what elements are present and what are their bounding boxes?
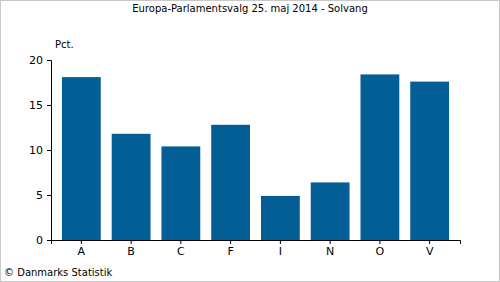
x-tick: O — [376, 240, 385, 258]
y-tick-label: 5 — [36, 189, 43, 202]
x-tick-mark — [330, 240, 331, 244]
x-tick-label: A — [78, 245, 86, 258]
x-tick: F — [227, 240, 233, 258]
y-tick: 5 — [36, 189, 51, 202]
x-tick: A — [78, 240, 86, 258]
bar — [62, 77, 101, 240]
x-tick: I — [279, 240, 282, 258]
bar — [360, 74, 399, 240]
y-tick: 15 — [29, 99, 51, 112]
title: Europa-Parlamentsvalg 25. maj 2014 - Sol… — [132, 3, 368, 14]
bar — [112, 134, 151, 240]
y-tick: 20 — [29, 54, 51, 67]
bar — [161, 146, 200, 240]
y-label: Pct. — [55, 39, 74, 50]
y-tick-label: 20 — [29, 54, 43, 67]
y-tick-mark — [47, 240, 51, 241]
bar — [311, 182, 350, 240]
y-tick-label: 0 — [36, 234, 43, 247]
bars — [62, 74, 449, 240]
bar — [410, 82, 449, 240]
y-axis-line — [47, 61, 52, 241]
bar — [211, 125, 250, 240]
x-tick-label: B — [127, 245, 135, 258]
x-tick-mark — [280, 240, 281, 244]
x-tick: C — [177, 240, 185, 258]
x-axis-line — [52, 241, 461, 245]
y-tick-mark — [47, 60, 51, 61]
y-tick-label: 15 — [29, 99, 43, 112]
x-axis: ABCFINOV — [52, 240, 461, 258]
x-tick-mark — [230, 240, 231, 244]
x-tick-mark — [429, 240, 430, 244]
x-tick-label: O — [376, 245, 385, 258]
chart: Europa-Parlamentsvalg 25. maj 2014 - Sol… — [0, 0, 500, 282]
annotations: © Danmarks Statistik — [4, 267, 113, 278]
x-tick: V — [426, 240, 434, 258]
bar — [261, 196, 300, 240]
x-tick-label: I — [279, 245, 282, 258]
x-tick-label: C — [177, 245, 185, 258]
x-tick: B — [127, 240, 135, 258]
x-tick-label: F — [227, 245, 233, 258]
x-tick: N — [326, 240, 334, 258]
source-note: © Danmarks Statistik — [4, 267, 113, 278]
y-tick: 0 — [36, 234, 51, 247]
y-axis: 0 5 10 15 20 — [29, 54, 52, 247]
x-tick-label: V — [426, 245, 434, 258]
x-tick-mark — [180, 240, 181, 244]
frame — [1, 1, 500, 282]
y-tick-label: 10 — [29, 144, 43, 157]
x-tick-mark — [379, 240, 380, 244]
y-tick-mark — [47, 150, 51, 151]
x-tick-mark — [81, 240, 82, 244]
x-tick-mark — [131, 240, 132, 244]
y-tick-mark — [47, 195, 51, 196]
y-tick-mark — [47, 105, 51, 106]
x-tick-label: N — [326, 245, 334, 258]
y-tick: 10 — [29, 144, 51, 157]
